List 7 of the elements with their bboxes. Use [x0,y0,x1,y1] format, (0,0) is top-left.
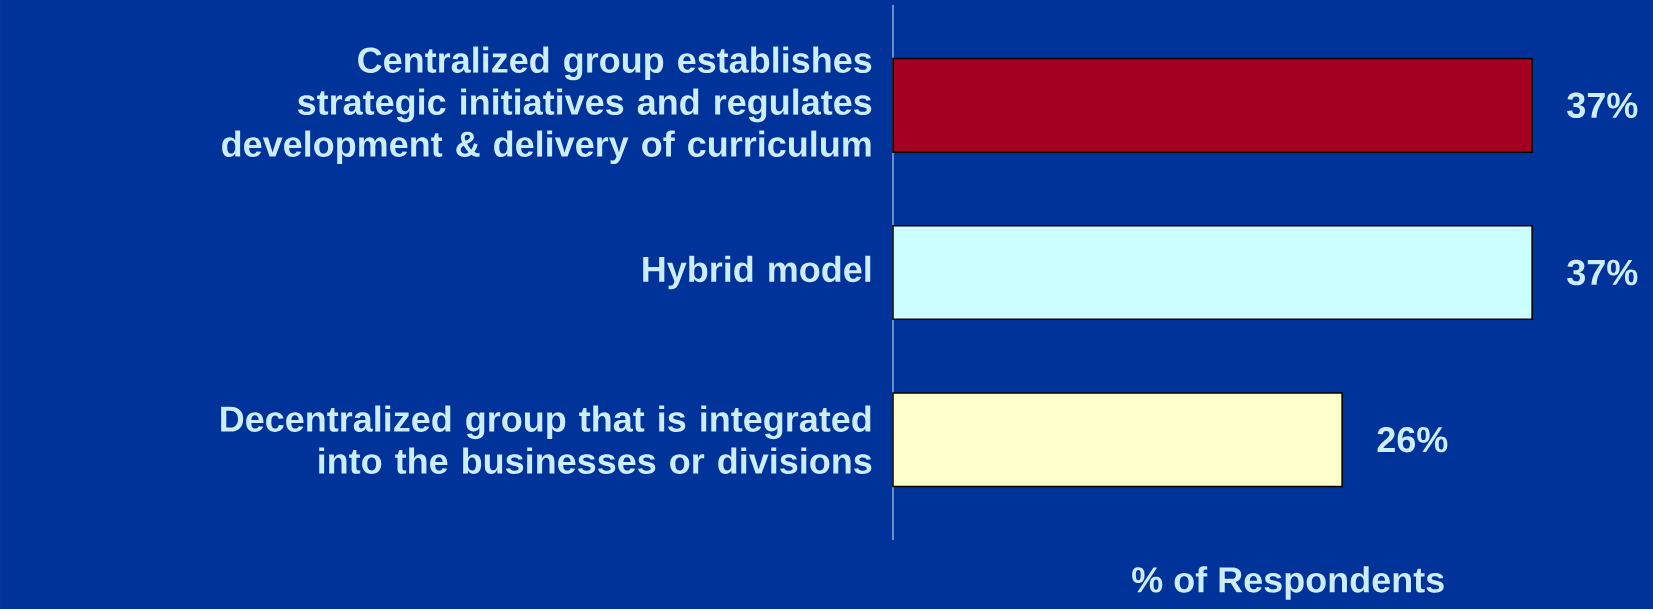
data-label: 26% [1377,427,1448,453]
x-axis-title: % of Respondents [1132,566,1444,600]
y-tick-label: Decentralized group that is integrated into the businesses or divisions [221,405,872,475]
data-label: 37% [1567,92,1638,119]
y-tick-label: Centralized group establishes strategic initiatives and regulates development & delivery of curriculum [222,46,872,165]
data-label: 37% [1567,259,1638,286]
y-tick-label: Hybrid model [643,255,871,290]
